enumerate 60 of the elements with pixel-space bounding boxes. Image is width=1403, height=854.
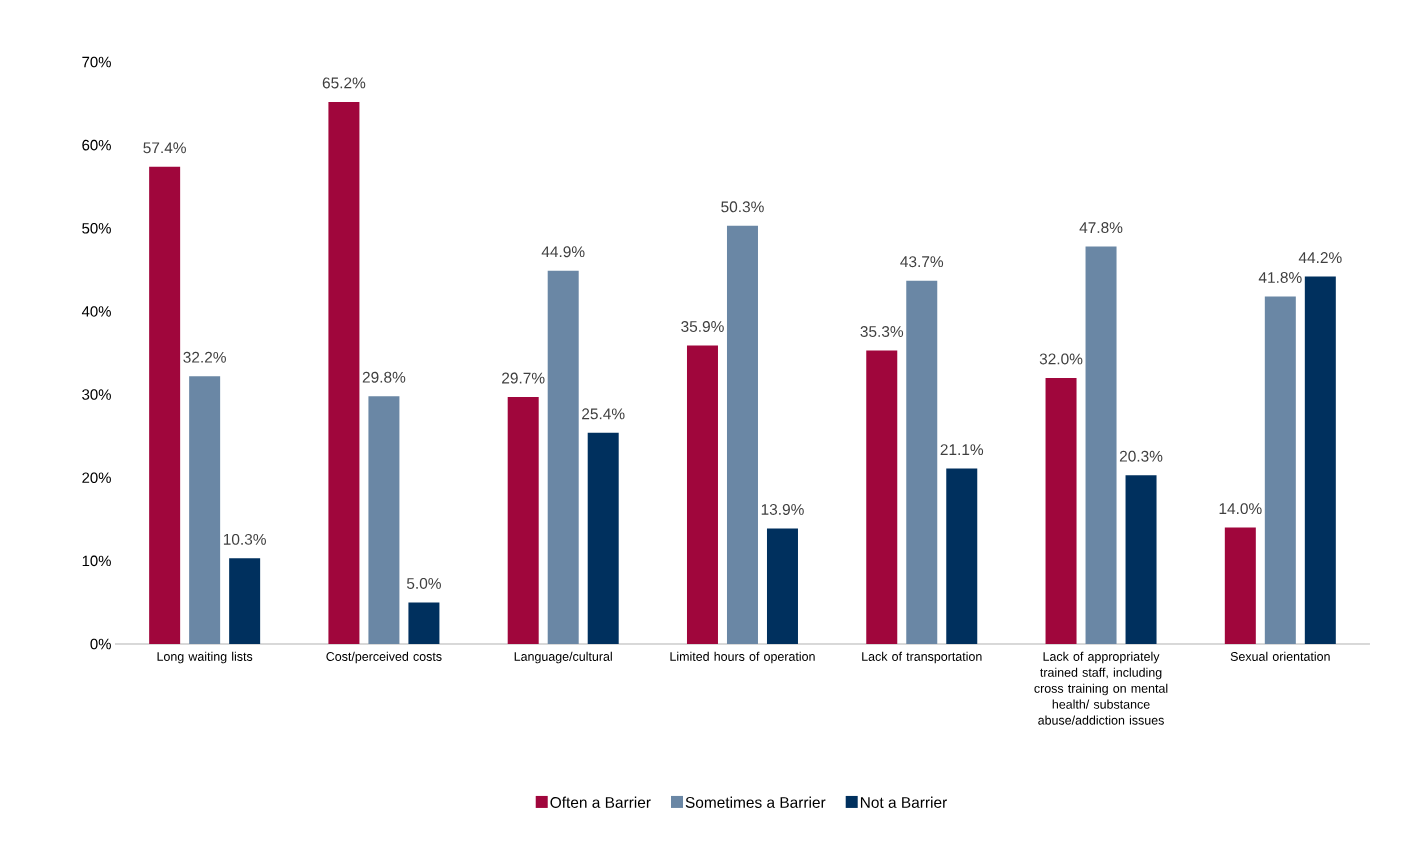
y-tick-label: 0% xyxy=(90,638,111,650)
y-tick-label: 10% xyxy=(82,555,111,567)
bar xyxy=(726,225,758,644)
data-label: 10.3% xyxy=(223,533,266,545)
y-tick-label: 40% xyxy=(81,306,111,317)
bar xyxy=(686,345,718,644)
data-label: 13.9% xyxy=(761,503,804,515)
data-label: 41.8% xyxy=(1258,272,1302,283)
data-label: 25.4% xyxy=(582,408,625,420)
bar xyxy=(547,270,579,644)
bar xyxy=(1045,377,1077,644)
y-tick-label: 60% xyxy=(82,139,111,151)
bar xyxy=(408,602,440,644)
bar xyxy=(328,101,360,644)
bar xyxy=(866,350,898,644)
data-label: 35.9% xyxy=(681,321,724,332)
y-tick-label: 20% xyxy=(82,472,111,483)
x-tick-label: Long waiting lists xyxy=(157,651,253,664)
legend-label: Not a Barrier xyxy=(860,796,947,808)
data-label: 50.3% xyxy=(721,201,764,213)
x-tick-label: Sexual orientation xyxy=(1230,651,1330,661)
data-label: 43.7% xyxy=(900,256,944,268)
bar xyxy=(1125,475,1157,644)
bar xyxy=(149,166,181,644)
data-label: 44.2% xyxy=(1298,252,1342,263)
data-label: 32.0% xyxy=(1039,353,1083,365)
data-label: 65.2% xyxy=(322,77,366,89)
bar xyxy=(906,280,938,644)
data-label: 44.9% xyxy=(541,246,585,258)
bar xyxy=(189,376,221,644)
bar xyxy=(587,432,619,644)
bar xyxy=(1264,296,1296,644)
data-label: 57.4% xyxy=(143,142,186,154)
bar xyxy=(229,558,261,644)
y-tick-label: 30% xyxy=(82,389,111,400)
x-tick-label: Cost/perceived costs xyxy=(326,651,442,664)
bar xyxy=(1304,276,1336,644)
data-label: 5.0% xyxy=(406,577,441,589)
x-tick-label: Language/cultural xyxy=(514,651,612,664)
bar xyxy=(507,397,539,644)
data-label: 14.0% xyxy=(1219,503,1262,515)
bar xyxy=(766,528,798,644)
y-tick-label: 70% xyxy=(82,56,111,68)
data-label: 29.7% xyxy=(502,372,545,384)
data-label: 32.2% xyxy=(183,351,226,363)
x-tick-label: Limited hours of operation xyxy=(670,651,815,664)
data-label: 47.8% xyxy=(1079,222,1123,234)
data-label: 20.3% xyxy=(1119,450,1163,462)
legend-label: Sometimes a Barrier xyxy=(685,796,826,808)
legend-label: Often a Barrier xyxy=(550,796,651,808)
x-tick-label: Lack of transportation xyxy=(862,651,982,664)
bar xyxy=(368,396,400,644)
data-label: 29.8% xyxy=(362,371,406,383)
bar xyxy=(1224,527,1256,644)
x-tick-label: Lack of appropriately trained staff, including cross training on mental health/ substance abuse/addiction issues xyxy=(1034,651,1168,725)
y-tick-label: 50% xyxy=(82,222,111,234)
data-label: 21.1% xyxy=(940,444,984,456)
data-label: 35.3% xyxy=(860,326,904,337)
bar xyxy=(1085,246,1117,644)
bar xyxy=(946,468,978,644)
